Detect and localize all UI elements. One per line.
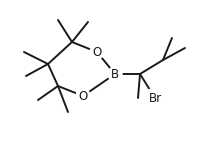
Circle shape (145, 88, 165, 108)
Circle shape (90, 45, 104, 59)
Text: O: O (78, 89, 88, 103)
Text: Br: Br (148, 91, 161, 105)
Text: O: O (92, 45, 102, 59)
Text: B: B (111, 67, 119, 81)
Circle shape (108, 67, 122, 81)
Circle shape (76, 89, 90, 103)
